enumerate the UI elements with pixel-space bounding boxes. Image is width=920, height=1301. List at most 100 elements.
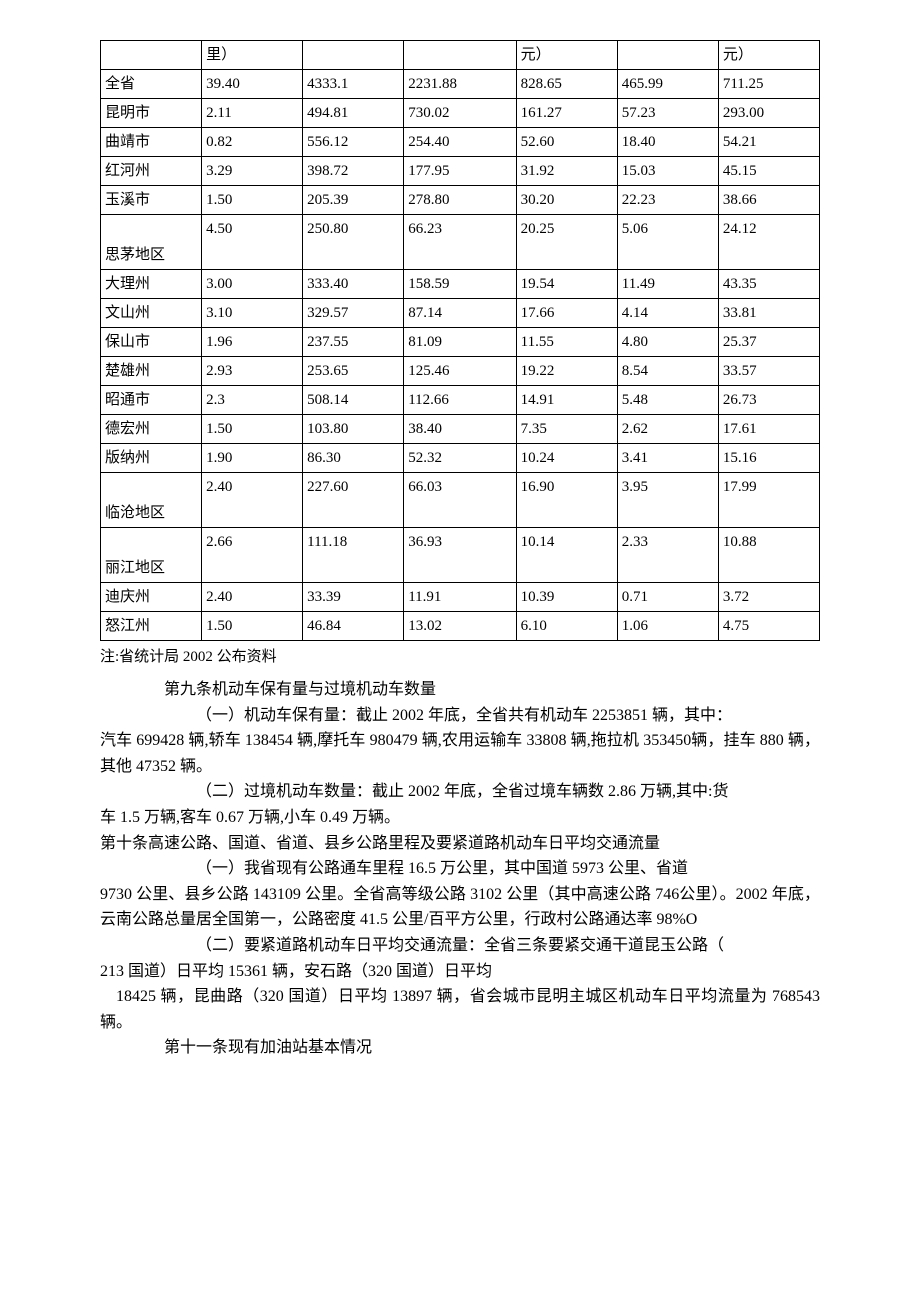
value-cell: 4333.1 — [303, 70, 404, 99]
region-cell: 文山州 — [101, 299, 202, 328]
region-cell: 丽江地区 — [101, 528, 202, 583]
value-cell: 2.33 — [617, 528, 718, 583]
value-cell: 556.12 — [303, 128, 404, 157]
value-cell: 254.40 — [404, 128, 516, 157]
value-cell: 24.12 — [718, 215, 819, 270]
value-cell: 43.35 — [718, 270, 819, 299]
value-cell: 10.24 — [516, 444, 617, 473]
value-cell: 5.48 — [617, 386, 718, 415]
region-cell: 临沧地区 — [101, 473, 202, 528]
value-cell: 125.46 — [404, 357, 516, 386]
value-cell: 1.06 — [617, 612, 718, 641]
value-cell: 3.00 — [202, 270, 303, 299]
value-cell: 3.95 — [617, 473, 718, 528]
header-cell — [101, 41, 202, 70]
value-cell: 31.92 — [516, 157, 617, 186]
para-10-1-body: 9730 公里、县乡公路 143109 公里。全省高等级公路 3102 公里（其… — [100, 882, 820, 933]
value-cell: 1.96 — [202, 328, 303, 357]
value-cell: 39.40 — [202, 70, 303, 99]
value-cell: 11.55 — [516, 328, 617, 357]
value-cell: 398.72 — [303, 157, 404, 186]
value-cell: 253.65 — [303, 357, 404, 386]
region-cell: 全省 — [101, 70, 202, 99]
value-cell: 2.40 — [202, 473, 303, 528]
value-cell: 329.57 — [303, 299, 404, 328]
value-cell: 17.61 — [718, 415, 819, 444]
value-cell: 237.55 — [303, 328, 404, 357]
article-9-title: 第九条机动车保有量与过境机动车数量 — [100, 677, 820, 703]
value-cell: 828.65 — [516, 70, 617, 99]
value-cell: 494.81 — [303, 99, 404, 128]
value-cell: 20.25 — [516, 215, 617, 270]
para-9-2-body: 车 1.5 万辆,客车 0.67 万辆,小车 0.49 万辆。 — [100, 805, 820, 831]
value-cell: 2.66 — [202, 528, 303, 583]
para-9-2-lead: （二）过境机动车数量：截止 2002 年底，全省过境车辆数 2.86 万辆,其中… — [100, 779, 820, 805]
value-cell: 10.88 — [718, 528, 819, 583]
value-cell: 26.73 — [718, 386, 819, 415]
value-cell: 38.40 — [404, 415, 516, 444]
value-cell: 66.23 — [404, 215, 516, 270]
value-cell: 11.49 — [617, 270, 718, 299]
value-cell: 52.60 — [516, 128, 617, 157]
value-cell: 16.90 — [516, 473, 617, 528]
region-cell: 思茅地区 — [101, 215, 202, 270]
region-cell: 楚雄州 — [101, 357, 202, 386]
value-cell: 33.57 — [718, 357, 819, 386]
value-cell: 10.39 — [516, 583, 617, 612]
value-cell: 4.50 — [202, 215, 303, 270]
value-cell: 333.40 — [303, 270, 404, 299]
para-10-2-body1: 213 国道）日平均 15361 辆，安石路（320 国道）日平均 — [100, 959, 820, 985]
header-cell — [404, 41, 516, 70]
value-cell: 33.39 — [303, 583, 404, 612]
region-cell: 怒江州 — [101, 612, 202, 641]
value-cell: 36.93 — [404, 528, 516, 583]
value-cell: 508.14 — [303, 386, 404, 415]
value-cell: 38.66 — [718, 186, 819, 215]
value-cell: 250.80 — [303, 215, 404, 270]
value-cell: 1.90 — [202, 444, 303, 473]
value-cell: 46.84 — [303, 612, 404, 641]
value-cell: 19.22 — [516, 357, 617, 386]
value-cell: 17.99 — [718, 473, 819, 528]
value-cell: 2.40 — [202, 583, 303, 612]
value-cell: 33.81 — [718, 299, 819, 328]
value-cell: 711.25 — [718, 70, 819, 99]
header-cell: 里） — [202, 41, 303, 70]
value-cell: 52.32 — [404, 444, 516, 473]
article-11-title: 第十一条现有加油站基本情况 — [100, 1035, 820, 1061]
value-cell: 5.06 — [617, 215, 718, 270]
value-cell: 45.15 — [718, 157, 819, 186]
value-cell: 112.66 — [404, 386, 516, 415]
value-cell: 278.80 — [404, 186, 516, 215]
header-cell: 元） — [516, 41, 617, 70]
para-9-1-body: 汽车 699428 辆,轿车 138454 辆,摩托车 980479 辆,农用运… — [100, 728, 820, 779]
value-cell: 18.40 — [617, 128, 718, 157]
para-10-1-lead: （一）我省现有公路通车里程 16.5 万公里，其中国道 5973 公里、省道 — [100, 856, 820, 882]
para-9-1-lead: （一）机动车保有量：截止 2002 年底，全省共有机动车 2253851 辆，其… — [100, 703, 820, 729]
value-cell: 1.50 — [202, 186, 303, 215]
value-cell: 177.95 — [404, 157, 516, 186]
value-cell: 13.02 — [404, 612, 516, 641]
value-cell: 8.54 — [617, 357, 718, 386]
value-cell: 4.14 — [617, 299, 718, 328]
region-cell: 曲靖市 — [101, 128, 202, 157]
value-cell: 10.14 — [516, 528, 617, 583]
region-cell: 昭通市 — [101, 386, 202, 415]
value-cell: 30.20 — [516, 186, 617, 215]
value-cell: 6.10 — [516, 612, 617, 641]
value-cell: 0.71 — [617, 583, 718, 612]
value-cell: 15.16 — [718, 444, 819, 473]
value-cell: 2.3 — [202, 386, 303, 415]
value-cell: 3.72 — [718, 583, 819, 612]
value-cell: 3.29 — [202, 157, 303, 186]
region-cell: 德宏州 — [101, 415, 202, 444]
value-cell: 66.03 — [404, 473, 516, 528]
value-cell: 4.75 — [718, 612, 819, 641]
header-cell: 元） — [718, 41, 819, 70]
value-cell: 3.41 — [617, 444, 718, 473]
region-cell: 版纳州 — [101, 444, 202, 473]
header-cell — [617, 41, 718, 70]
header-cell — [303, 41, 404, 70]
value-cell: 11.91 — [404, 583, 516, 612]
value-cell: 293.00 — [718, 99, 819, 128]
